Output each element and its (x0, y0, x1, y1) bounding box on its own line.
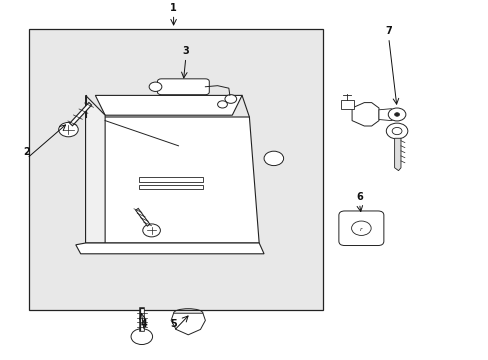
Text: 2: 2 (23, 147, 30, 157)
Text: 6: 6 (355, 192, 362, 202)
Circle shape (224, 95, 236, 103)
Text: 7: 7 (385, 26, 391, 36)
Polygon shape (394, 138, 400, 171)
Circle shape (391, 127, 401, 135)
Circle shape (217, 101, 227, 108)
Circle shape (394, 113, 399, 116)
Circle shape (387, 108, 405, 121)
Bar (139, 177, 203, 182)
Bar (29, 29, 322, 310)
Text: 1: 1 (170, 3, 177, 13)
Text: 4: 4 (141, 319, 147, 329)
FancyBboxPatch shape (341, 100, 353, 109)
Circle shape (386, 123, 407, 139)
Polygon shape (351, 103, 378, 126)
Circle shape (149, 82, 162, 91)
Bar (139, 185, 203, 189)
Circle shape (59, 122, 78, 137)
Polygon shape (171, 313, 205, 335)
Polygon shape (378, 109, 396, 121)
FancyBboxPatch shape (157, 79, 209, 95)
Polygon shape (85, 95, 105, 243)
Text: r: r (359, 227, 362, 232)
Circle shape (351, 221, 370, 235)
Circle shape (131, 329, 152, 345)
Circle shape (142, 224, 160, 237)
Polygon shape (85, 117, 259, 243)
Text: 3: 3 (182, 46, 189, 56)
FancyBboxPatch shape (338, 211, 383, 246)
Polygon shape (95, 95, 242, 115)
Circle shape (264, 151, 283, 166)
Polygon shape (76, 243, 264, 254)
Text: 5: 5 (170, 319, 177, 329)
